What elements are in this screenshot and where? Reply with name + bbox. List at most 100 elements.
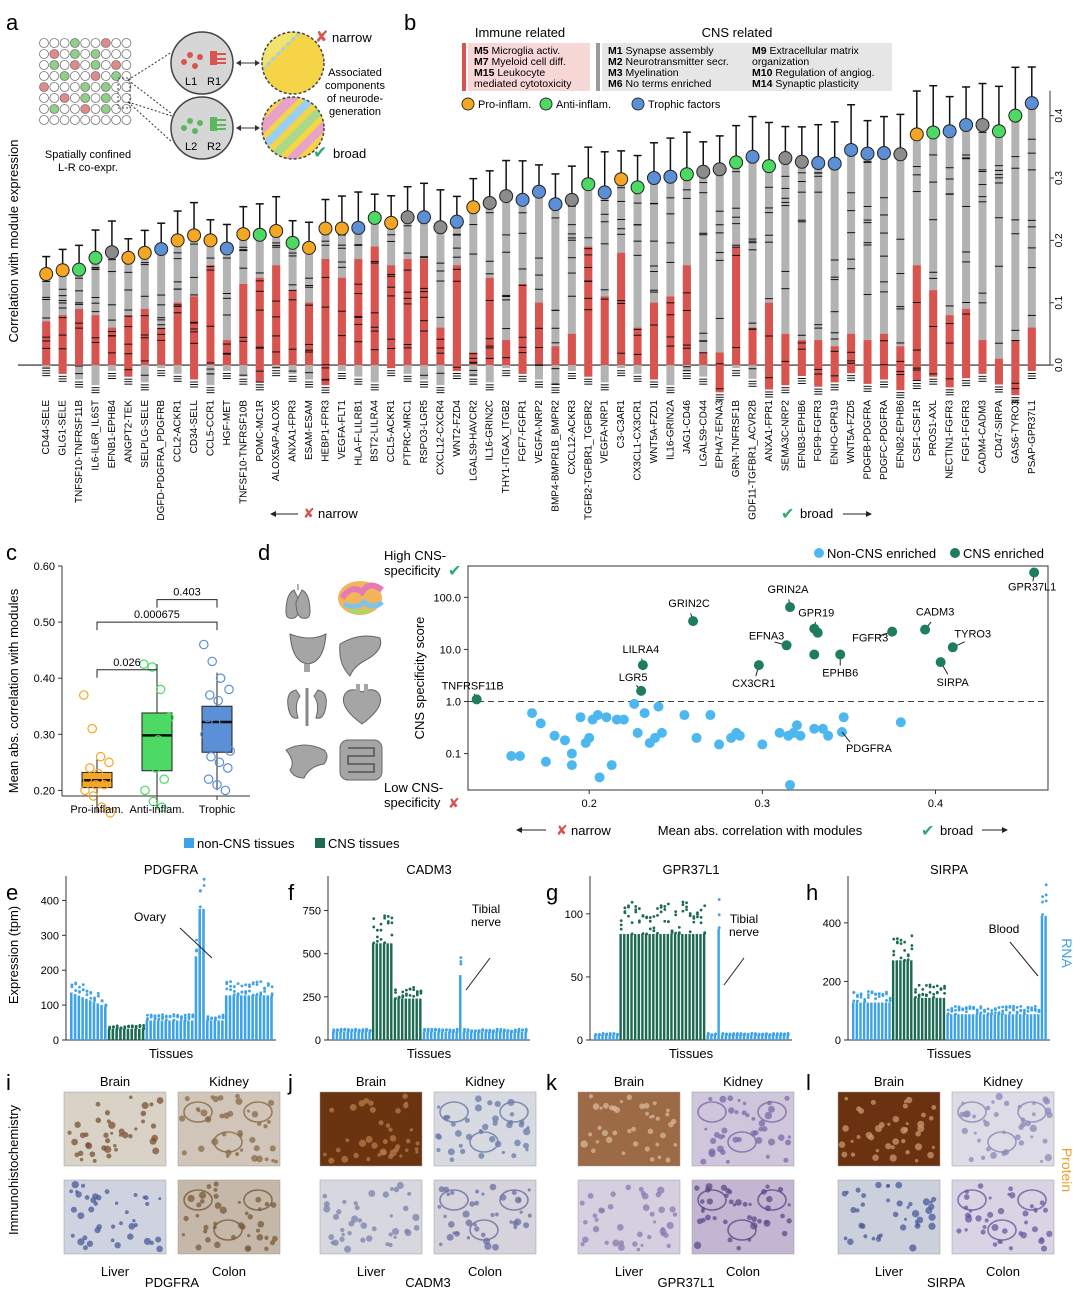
assoc-line: generation bbox=[329, 106, 381, 118]
expression-point bbox=[225, 987, 229, 991]
data-point bbox=[93, 768, 103, 779]
immune-module-item: mediated cytotoxicity bbox=[474, 78, 572, 90]
expression-point bbox=[365, 1028, 368, 1032]
expression-column bbox=[993, 1014, 996, 1040]
data-point bbox=[97, 802, 107, 813]
expression-point bbox=[412, 985, 416, 989]
ihc-cell bbox=[610, 1191, 616, 1197]
ihc-cell bbox=[235, 1152, 239, 1156]
expression-point bbox=[495, 1027, 499, 1031]
expression-column bbox=[111, 1028, 115, 1040]
expression-point bbox=[652, 915, 656, 918]
category-label: ANGPT2-TEK bbox=[123, 400, 134, 463]
point-label: CX3CR1 bbox=[732, 678, 775, 690]
ihc-cell bbox=[464, 1117, 470, 1123]
ihc-cell bbox=[128, 1095, 133, 1100]
ihc-cell bbox=[389, 1186, 394, 1191]
category-label: SELPLG-SELE bbox=[140, 400, 151, 468]
expression-point bbox=[925, 983, 928, 987]
expression-point bbox=[503, 1029, 506, 1033]
ihc-cell bbox=[237, 1200, 241, 1204]
immune-bar bbox=[929, 290, 938, 366]
immune-bar bbox=[551, 346, 560, 366]
expression-point bbox=[343, 1028, 347, 1032]
ihc-cell bbox=[693, 1241, 702, 1250]
ihc-cell bbox=[158, 1197, 162, 1201]
expression-column bbox=[107, 1028, 111, 1040]
expression-point bbox=[488, 1030, 492, 1033]
expression-column bbox=[455, 1031, 458, 1040]
grid-spot bbox=[70, 38, 80, 48]
category-label: CSF1-CSF1R bbox=[912, 400, 923, 462]
expression-column bbox=[134, 1028, 137, 1040]
immune-bar bbox=[321, 259, 330, 366]
ihc-cell bbox=[509, 1220, 513, 1224]
ihc-cell bbox=[140, 1110, 147, 1117]
expression-point bbox=[990, 1009, 994, 1012]
grid-spot bbox=[59, 38, 70, 48]
category-label: TNFSF10-TNFRSF11B bbox=[74, 400, 85, 503]
ihc-cell bbox=[134, 1127, 138, 1131]
category-label: NECTIN1-FGFR3 bbox=[945, 400, 956, 479]
ihc-cell bbox=[694, 1185, 700, 1191]
organ-icons bbox=[285, 581, 384, 781]
expression-point bbox=[990, 1012, 994, 1016]
ihc-cell bbox=[114, 1147, 118, 1152]
expression-point bbox=[630, 900, 634, 904]
p-value-label: 0.000675 bbox=[134, 609, 180, 621]
x-axis-label: Tissues bbox=[927, 1046, 972, 1061]
legend-dot bbox=[461, 97, 475, 111]
ihc-cell bbox=[514, 1218, 522, 1226]
ihc-cell bbox=[84, 1195, 90, 1200]
category-label: HGF-MET bbox=[222, 400, 233, 446]
expression-point bbox=[412, 994, 416, 998]
expression-point bbox=[957, 1006, 961, 1010]
expression-column bbox=[870, 1002, 873, 1040]
expression-point bbox=[1023, 1008, 1026, 1012]
expression-column bbox=[971, 1014, 975, 1040]
expression-column bbox=[81, 997, 84, 1040]
non-cns-point bbox=[606, 760, 617, 771]
factor-dot bbox=[876, 146, 891, 161]
grid-spot bbox=[90, 93, 101, 103]
ihc-structure bbox=[469, 1219, 499, 1241]
ihc-cell bbox=[961, 1127, 968, 1135]
expression-point bbox=[104, 1004, 108, 1008]
expression-column bbox=[243, 995, 247, 1040]
tissue-label: Brain bbox=[356, 1074, 386, 1089]
expression-point bbox=[954, 1005, 957, 1008]
broad-check-icon: ✔ bbox=[781, 506, 794, 523]
grid-spot bbox=[39, 71, 49, 81]
category-label: ESAM-ESAM bbox=[304, 400, 315, 460]
expression-column bbox=[760, 1034, 764, 1040]
expression-column bbox=[692, 934, 695, 1040]
y-tick-label: 100 bbox=[565, 909, 583, 921]
expression-point bbox=[688, 912, 692, 915]
category-label: BST2-LILRA4 bbox=[370, 400, 381, 462]
point-label: GPR19 bbox=[798, 608, 834, 620]
ihc-cell bbox=[214, 1202, 222, 1209]
ihc-cell bbox=[850, 1206, 857, 1213]
grid-spot bbox=[39, 93, 49, 103]
ihc-cell bbox=[270, 1202, 277, 1208]
ihc-structure bbox=[697, 1101, 727, 1123]
expression-point bbox=[957, 1008, 961, 1012]
non-cns-point bbox=[795, 730, 806, 741]
ihc-cell bbox=[246, 1246, 251, 1251]
category-label: FGF1-FGFR3 bbox=[961, 400, 972, 462]
expression-point bbox=[157, 1017, 161, 1021]
narrow-cross-icon: ✘ bbox=[315, 29, 328, 46]
ihc-cell bbox=[1020, 1121, 1027, 1128]
expression-column bbox=[873, 1002, 877, 1040]
data-point bbox=[221, 707, 232, 717]
ihc-cell bbox=[590, 1148, 596, 1154]
expression-column bbox=[149, 1020, 152, 1040]
expression-column bbox=[899, 960, 902, 1040]
ihc-cell bbox=[716, 1145, 724, 1153]
ihc-cell bbox=[718, 1134, 724, 1140]
immune-neg-bar bbox=[912, 365, 921, 381]
factor-dot bbox=[154, 242, 169, 257]
legend-label: Non-CNS enriched bbox=[827, 546, 936, 561]
ihc-cell bbox=[642, 1204, 650, 1212]
